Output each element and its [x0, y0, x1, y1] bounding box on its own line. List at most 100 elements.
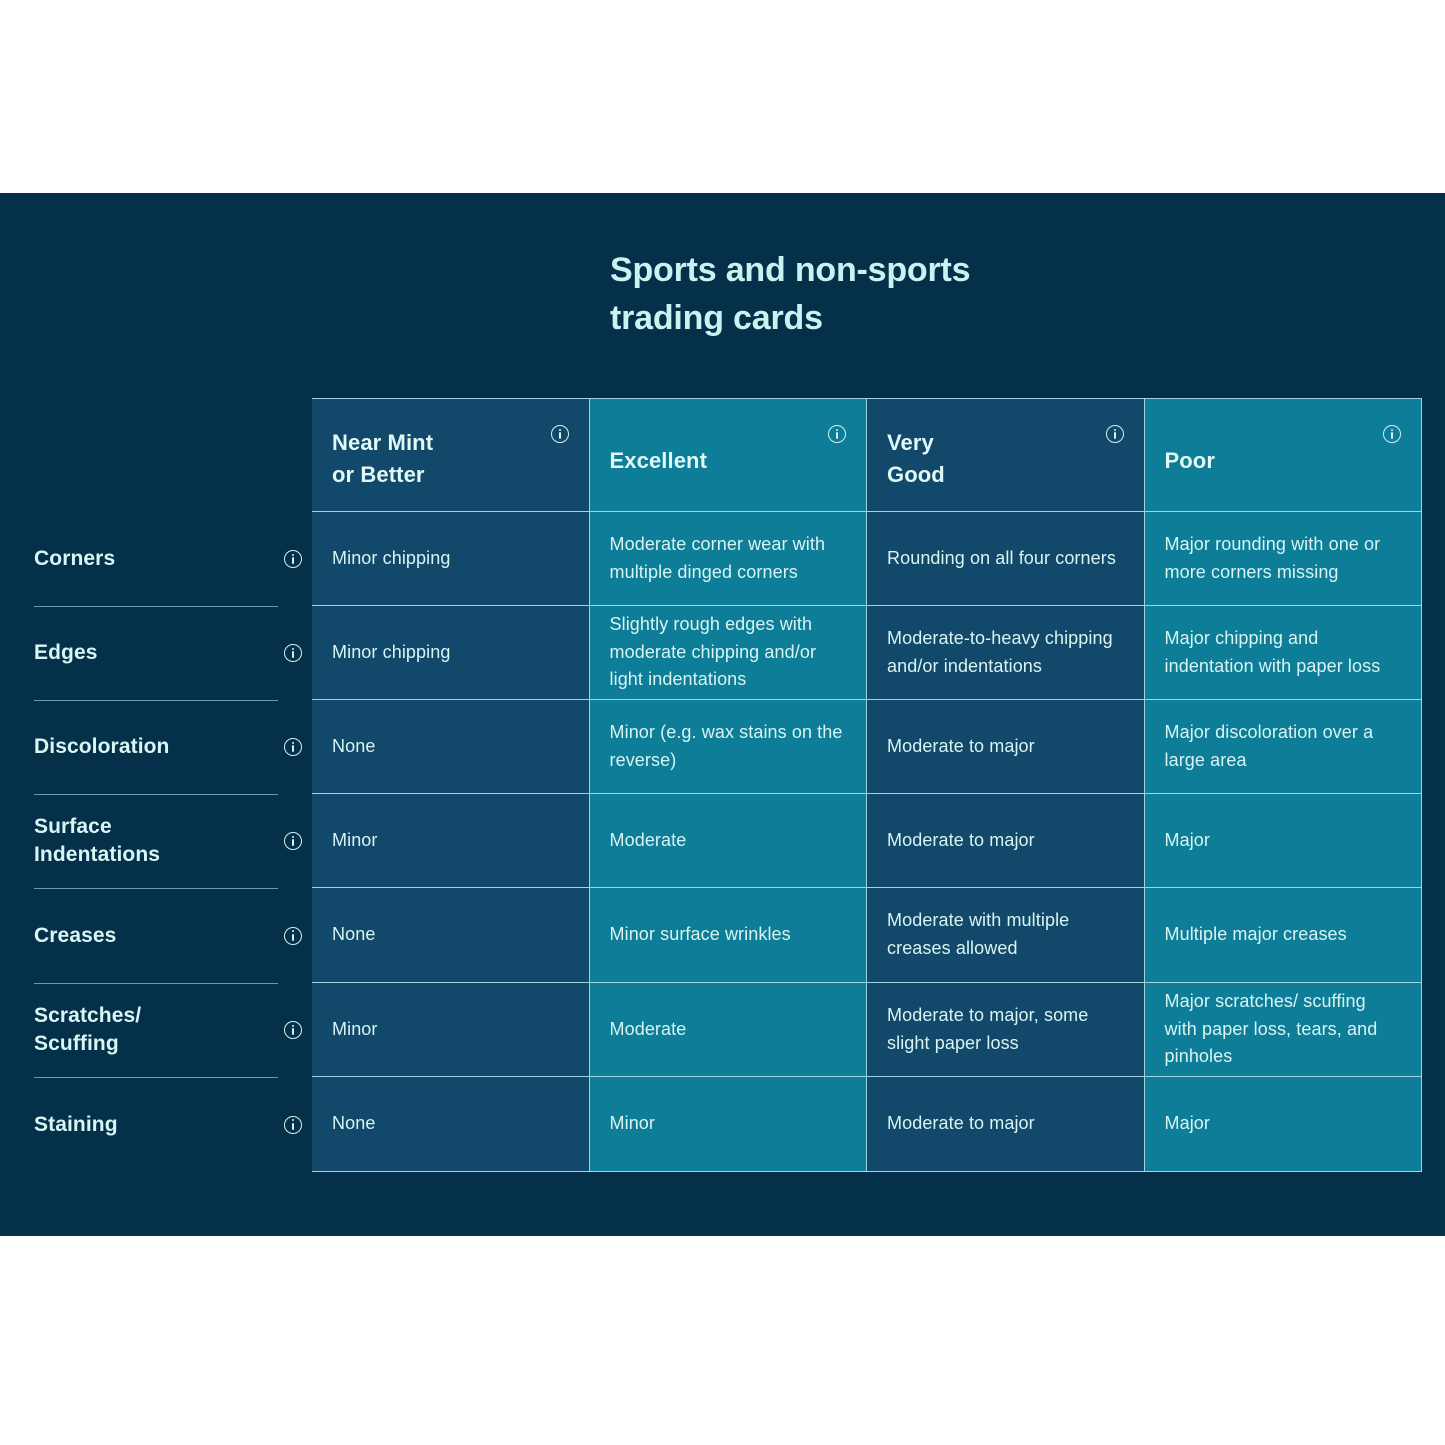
cell-corners-excellent: Moderate corner wear with multiple dinge… [589, 512, 867, 606]
cell-text: Minor [609, 1113, 656, 1134]
table-row: Staining None Minor Moderate to major Ma… [34, 1077, 1423, 1172]
cell-text: Moderate [609, 829, 687, 850]
cell-text: None [332, 1113, 376, 1134]
column-header-very-good[interactable]: Very Good [867, 398, 1145, 512]
cell-surface-indentations-near-mint: Minor [312, 794, 590, 888]
cell-scratches-near-mint: Minor [312, 983, 590, 1077]
row-divider [34, 1077, 278, 1078]
row-label-edges[interactable]: Edges [34, 606, 312, 700]
row-label-text: Scratches/ [34, 1004, 142, 1028]
page-title-line-2: trading cards [610, 299, 823, 338]
column-header-line-1: Excellent [609, 448, 708, 473]
cell-text: Minor surface wrinkles [609, 924, 791, 945]
cell-scratches-excellent: Moderate [589, 983, 867, 1077]
page-title: Sports and non-sports trading cards [610, 246, 1310, 343]
cell-discoloration-excellent: Minor (e.g. wax stains on the reverse) [589, 700, 867, 794]
row-divider [34, 888, 278, 889]
info-icon[interactable] [284, 738, 302, 756]
row-label-text: Corners [34, 547, 116, 571]
cell-corners-very-good: Rounding on all four corners [867, 512, 1145, 606]
info-icon[interactable] [284, 1021, 302, 1039]
cell-staining-near-mint: None [312, 1077, 590, 1172]
table-row: Scratches/ Scuffing Minor Moderate Moder… [34, 983, 1423, 1077]
row-label-text: Surface [34, 815, 112, 839]
cell-surface-indentations-poor: Major [1144, 794, 1422, 888]
cell-text: Minor [332, 829, 378, 850]
row-divider [34, 700, 278, 701]
cell-text: Minor chipping [332, 547, 451, 568]
column-header-line-2: or Better [332, 461, 425, 487]
row-label-creases[interactable]: Creases [34, 888, 312, 983]
cell-text: None [332, 924, 376, 945]
table-corner-cell [34, 398, 312, 512]
info-icon[interactable] [284, 550, 302, 568]
table-row: Edges Minor chipping Slightly rough edge… [34, 606, 1423, 700]
row-label-scratches-scuffing[interactable]: Scratches/ Scuffing [34, 983, 312, 1077]
row-divider [34, 983, 278, 984]
row-label-text: Staining [34, 1112, 118, 1136]
cell-text: Moderate [609, 1018, 687, 1039]
cell-text: Major [1164, 829, 1211, 850]
column-header-excellent[interactable]: Excellent [589, 398, 867, 512]
cell-discoloration-very-good: Moderate to major [867, 700, 1145, 794]
cell-creases-excellent: Minor surface wrinkles [589, 888, 867, 983]
cell-creases-poor: Multiple major creases [1144, 888, 1422, 983]
row-label-discoloration[interactable]: Discoloration [34, 700, 312, 794]
cell-staining-very-good: Moderate to major [867, 1077, 1145, 1172]
info-icon[interactable] [550, 425, 569, 443]
column-header-near-mint-or-better[interactable]: Near Mint or Better [312, 398, 590, 512]
info-icon[interactable] [284, 926, 302, 945]
row-label-text-line-2: Indentations [34, 843, 161, 866]
info-icon[interactable] [284, 644, 302, 662]
cell-edges-very-good: Moderate-to-heavy chipping and/or indent… [867, 606, 1145, 700]
cell-discoloration-poor: Major discoloration over a large area [1144, 700, 1422, 794]
row-label-text: Discoloration [34, 735, 170, 759]
info-icon[interactable] [1105, 425, 1124, 443]
row-label-staining[interactable]: Staining [34, 1077, 312, 1172]
info-icon[interactable] [284, 832, 302, 850]
cell-edges-poor: Major chipping and indentation with pape… [1144, 606, 1422, 700]
cell-text: Slightly rough edges with moderate chipp… [609, 614, 817, 690]
cell-text: Multiple major creases [1164, 924, 1347, 945]
cell-text: Major scratches/ scuffing with paper los… [1164, 991, 1378, 1067]
column-header-line-1: Near Mint [332, 430, 434, 455]
info-icon[interactable] [284, 1115, 302, 1134]
cell-creases-near-mint: None [312, 888, 590, 983]
row-divider [34, 794, 278, 795]
cell-text: None [332, 735, 376, 756]
cell-text: Moderate-to-heavy chipping and/or indent… [887, 627, 1113, 676]
column-header-poor[interactable]: Poor [1144, 398, 1422, 512]
cell-creases-very-good: Moderate with multiple creases allowed [867, 888, 1145, 983]
cell-text: Moderate to major [887, 1113, 1035, 1134]
cell-text: Minor [332, 1018, 378, 1039]
table-row: Corners Minor chipping Moderate corner w… [34, 512, 1423, 606]
column-header-line-1: Poor [1164, 448, 1216, 473]
cell-edges-near-mint: Minor chipping [312, 606, 590, 700]
cell-surface-indentations-very-good: Moderate to major [867, 794, 1145, 888]
cell-text: Major discoloration over a large area [1164, 721, 1374, 770]
cell-text: Minor (e.g. wax stains on the reverse) [609, 721, 843, 770]
cell-text: Rounding on all four corners [887, 547, 1116, 568]
row-label-text: Edges [34, 641, 98, 665]
info-icon[interactable] [1383, 425, 1401, 443]
table-row: Creases None Minor surface wrinkles Mode… [34, 888, 1423, 983]
table-row: Discoloration None Minor (e.g. wax stain… [34, 700, 1423, 794]
cell-staining-excellent: Minor [589, 1077, 867, 1172]
cell-scratches-poor: Major scratches/ scuffing with paper los… [1144, 983, 1422, 1077]
table-header-row: Near Mint or Better Excellent Very Good [34, 398, 1423, 512]
column-header-line-2: Good [887, 461, 945, 487]
cell-text: Moderate with multiple creases allowed [887, 910, 1070, 958]
cell-edges-excellent: Slightly rough edges with moderate chipp… [589, 606, 867, 700]
cell-text: Moderate corner wear with multiple dinge… [609, 533, 826, 582]
page-title-line-1: Sports and non-sports [610, 251, 971, 289]
cell-surface-indentations-excellent: Moderate [589, 794, 867, 888]
cell-text: Major chipping and indentation with pape… [1164, 627, 1381, 676]
info-icon[interactable] [828, 425, 846, 443]
cell-scratches-very-good: Moderate to major, some slight paper los… [867, 983, 1145, 1077]
cell-text: Moderate to major [887, 829, 1035, 850]
row-label-corners[interactable]: Corners [34, 512, 312, 606]
row-label-text-line-2: Scuffing [34, 1032, 119, 1055]
row-label-surface-indentations[interactable]: Surface Indentations [34, 794, 312, 888]
row-label-text: Creases [34, 923, 117, 947]
